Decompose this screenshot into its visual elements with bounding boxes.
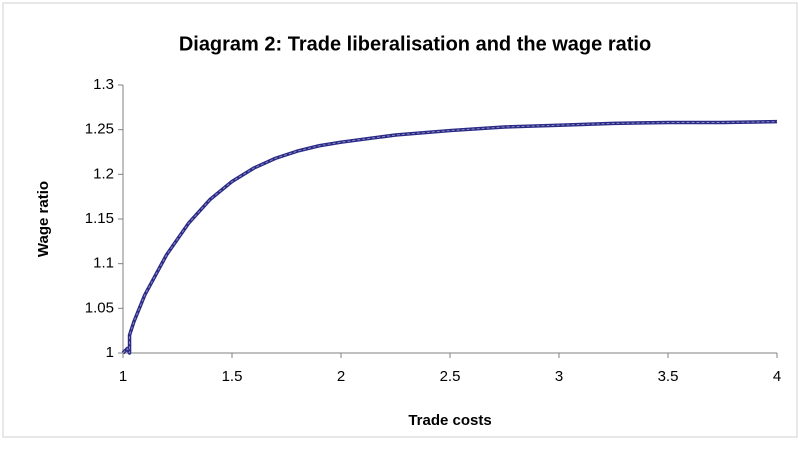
chart-frame bbox=[2, 2, 798, 438]
x-axis-label: Trade costs bbox=[408, 412, 491, 429]
data-line-highlight bbox=[122, 121, 778, 354]
y-tick-label: 1.15 bbox=[85, 210, 114, 227]
x-tick-label: 2 bbox=[337, 368, 345, 385]
y-tick-label: 1.2 bbox=[93, 165, 114, 182]
x-tick-label: 1.5 bbox=[222, 368, 243, 385]
x-tick-label: 2.5 bbox=[440, 368, 461, 385]
y-tick-label: 1 bbox=[106, 344, 114, 361]
y-tick-label: 1.1 bbox=[93, 255, 114, 272]
y-tick-label: 1.3 bbox=[93, 76, 114, 93]
x-tick-label: 4 bbox=[773, 368, 781, 385]
chart-title: Diagram 2: Trade liberalisation and the … bbox=[179, 33, 651, 55]
x-tick-label: 3 bbox=[555, 368, 563, 385]
y-axis-label: Wage ratio bbox=[35, 181, 52, 257]
x-tick-label: 3.5 bbox=[658, 368, 679, 385]
y-tick-label: 1.05 bbox=[85, 299, 114, 316]
x-tick-label: 1 bbox=[119, 368, 127, 385]
y-tick-label: 1.25 bbox=[85, 121, 114, 138]
